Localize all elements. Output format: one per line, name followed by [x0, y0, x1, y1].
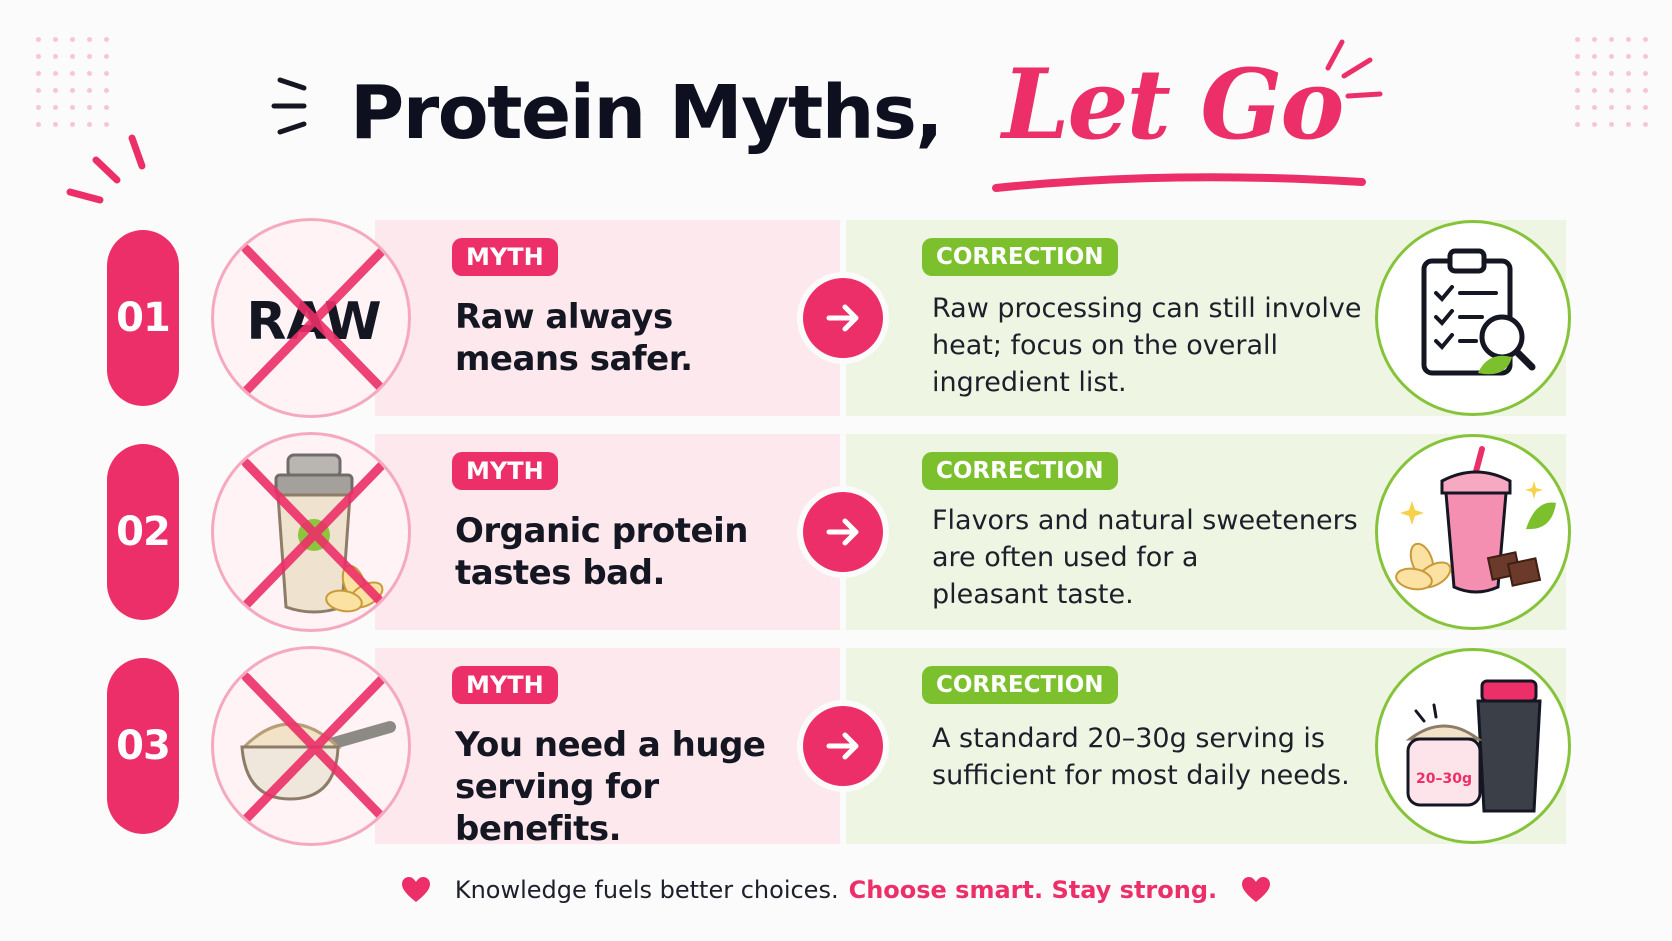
myth-line: Organic protein — [455, 511, 748, 551]
correction-line: sufficient for most daily needs. — [932, 760, 1350, 791]
myth-badge: MYTH — [452, 666, 558, 704]
page-title: Protein Myths, Let Go — [270, 39, 1420, 198]
title-spark-icon — [1325, 39, 1383, 99]
myth-line: means safer. — [455, 339, 693, 379]
correction-badge: CORRECTION — [922, 666, 1118, 704]
correction-line: ingredient list. — [932, 367, 1127, 398]
dot-grid-left — [36, 37, 109, 127]
raw-crossed-icon: RAW — [211, 218, 411, 418]
protein-tub-shaker-icon: 20–30g — [1375, 648, 1571, 844]
arrow-right-icon — [826, 518, 859, 546]
serving-label: 20–30g — [1416, 771, 1472, 787]
myth-row-2: 02 MYTH Organic protein tastes bad. CORR… — [0, 432, 1672, 632]
row-number: 01 — [107, 230, 179, 406]
correction-line: pleasant taste. — [932, 579, 1134, 610]
arrow-right-button — [803, 492, 883, 572]
title-main: Protein Myths, — [350, 70, 944, 156]
myth-statement: You need a huge serving for benefits. — [455, 724, 825, 850]
scoop-crossed-icon — [211, 646, 411, 846]
myth-line: Raw always — [455, 297, 673, 337]
title-accent: Let Go — [1002, 48, 1344, 161]
title-underline — [992, 173, 1366, 192]
myth-statement: Raw always means safer. — [455, 296, 825, 380]
row-number: 03 — [107, 658, 179, 834]
myth-line: tastes bad. — [455, 553, 665, 593]
correction-line: Flavors and natural sweeteners — [932, 505, 1358, 536]
myth-badge: MYTH — [452, 238, 558, 276]
footer-accent: Choose smart. Stay strong. — [848, 876, 1218, 904]
arrow-right-icon — [826, 304, 859, 332]
correction-statement: Flavors and natural sweeteners are often… — [932, 502, 1362, 613]
correction-badge: CORRECTION — [922, 238, 1118, 276]
correction-statement: Raw processing can still involve heat; f… — [932, 290, 1362, 401]
myth-row-1: 01 RAW MYTH Raw always means safer. CORR… — [0, 218, 1672, 418]
correction-line: heat; focus on the overall — [932, 330, 1279, 361]
myth-line: You need a huge — [455, 725, 766, 765]
dot-grid-right — [1575, 37, 1648, 127]
clipboard-magnifier-icon — [1375, 220, 1571, 416]
arrow-right-icon — [826, 732, 859, 760]
arrow-right-button — [803, 706, 883, 786]
heart-icon — [1242, 877, 1271, 902]
title-motion-lines-icon — [271, 77, 307, 135]
shaker-crossed-icon — [211, 432, 411, 632]
spark-lines-icon — [66, 134, 146, 204]
myth-row-3: 03 MYTH You need a huge serving for bene… — [0, 646, 1672, 849]
correction-line: are often used for a — [932, 542, 1199, 573]
correction-statement: A standard 20–30g serving is sufficient … — [932, 720, 1362, 794]
arrow-right-button — [803, 278, 883, 358]
correction-line: Raw processing can still involve — [932, 293, 1362, 324]
footer-tagline: Knowledge fuels better choices. Choose s… — [0, 870, 1672, 910]
smoothie-chocolate-icon — [1375, 434, 1571, 630]
myth-badge: MYTH — [452, 452, 558, 490]
heart-icon — [401, 877, 430, 902]
myth-line: serving for benefits. — [455, 767, 659, 849]
correction-badge: CORRECTION — [922, 452, 1118, 490]
myth-statement: Organic protein tastes bad. — [455, 510, 825, 594]
correction-line: A standard 20–30g serving is — [932, 723, 1325, 754]
row-number: 02 — [107, 444, 179, 620]
footer-text: Knowledge fuels better choices. — [454, 876, 839, 904]
